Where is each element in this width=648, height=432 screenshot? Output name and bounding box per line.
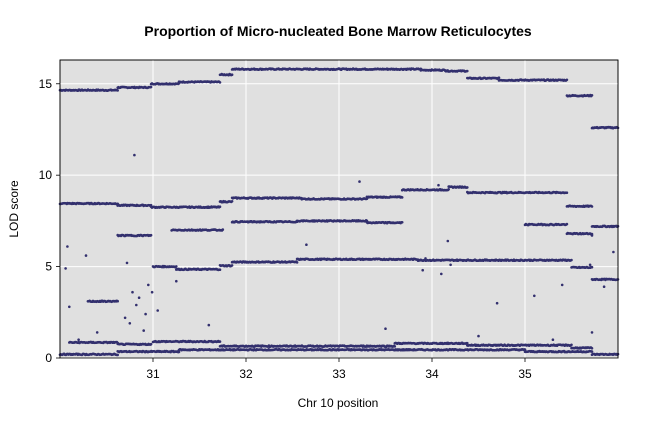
outlier-point	[612, 250, 615, 254]
outlier-point	[305, 243, 308, 246]
data-point	[466, 186, 469, 189]
outlier-point	[446, 239, 450, 243]
outlier-point	[84, 254, 88, 257]
y-tick-label: 10	[39, 168, 53, 182]
outlier-point	[64, 267, 67, 270]
outlier-point	[133, 153, 136, 157]
outlier-point	[175, 279, 178, 283]
outlier-point	[66, 245, 69, 248]
outlier-point	[358, 180, 361, 183]
data-point	[230, 73, 234, 76]
outlier-point	[477, 334, 480, 338]
data-point	[116, 89, 119, 92]
outlier-point	[68, 305, 71, 309]
data-point	[565, 222, 569, 226]
outlier-point	[135, 303, 138, 307]
outlier-point	[207, 323, 211, 327]
data-point	[590, 94, 594, 97]
outlier-point	[142, 329, 145, 332]
data-point	[590, 347, 594, 350]
data-point	[116, 299, 119, 303]
data-point	[218, 268, 222, 272]
data-point	[149, 85, 153, 89]
data-point	[218, 340, 222, 343]
y-axis-label: LOD score	[7, 180, 21, 238]
outlier-point	[150, 290, 154, 294]
outlier-point	[131, 290, 134, 294]
outlier-point	[95, 331, 99, 334]
outlier-point	[590, 234, 594, 237]
data-point	[565, 191, 569, 194]
outlier-point	[602, 285, 606, 289]
data-point	[570, 343, 573, 347]
x-tick-label: 34	[425, 367, 439, 381]
x-tick-label: 31	[146, 367, 160, 381]
y-axis-ticks: 0 5 10 15	[39, 77, 60, 365]
outlier-point	[156, 309, 159, 312]
data-point	[523, 348, 527, 351]
outlier-point	[588, 263, 592, 267]
data-point	[393, 345, 397, 348]
outlier-point	[495, 301, 499, 305]
outlier-point	[137, 296, 141, 300]
x-axis-label: Chr 10 position	[298, 396, 379, 410]
outlier-point	[440, 272, 443, 276]
data-point	[175, 265, 178, 268]
y-tick-label: 0	[45, 351, 52, 365]
data-point	[149, 342, 153, 346]
outlier-point	[125, 261, 129, 265]
outlier-point	[533, 294, 536, 298]
data-point	[590, 350, 594, 353]
outlier-point	[551, 338, 555, 342]
data-point	[230, 200, 234, 203]
data-point	[295, 261, 299, 264]
outlier-point	[424, 257, 427, 260]
data-point	[570, 258, 573, 262]
data-point	[230, 264, 234, 267]
data-points	[58, 67, 620, 357]
data-point	[218, 81, 222, 84]
y-tick-label: 5	[45, 260, 52, 274]
data-point	[400, 221, 404, 224]
outlier-point	[77, 338, 80, 342]
outlier-point	[421, 268, 425, 272]
data-point	[590, 205, 594, 208]
outlier-point	[128, 322, 132, 325]
x-tick-label: 33	[332, 367, 346, 381]
data-point	[447, 188, 451, 191]
outlier-point	[123, 316, 127, 320]
outlier-point	[590, 331, 594, 334]
data-point	[149, 233, 153, 237]
data-point	[218, 205, 222, 208]
data-point	[400, 196, 404, 199]
data-point	[497, 76, 501, 79]
outlier-point	[147, 283, 150, 287]
outlier-point	[384, 327, 387, 331]
data-point	[116, 353, 119, 357]
data-point	[565, 78, 569, 82]
outlier-point	[144, 312, 147, 316]
x-axis-ticks: 31 32 33 34 35	[146, 358, 532, 381]
data-point	[177, 350, 181, 354]
data-point	[590, 265, 594, 269]
x-tick-label: 32	[239, 367, 253, 381]
chart-title: Proportion of Micro-nucleated Bone Marro…	[144, 23, 532, 39]
x-tick-label: 35	[518, 367, 532, 381]
y-tick-label: 15	[39, 77, 53, 91]
outlier-point	[437, 183, 440, 187]
data-point	[466, 69, 469, 73]
outlier-point	[560, 283, 564, 287]
outlier-point	[449, 263, 452, 267]
data-point	[221, 228, 225, 231]
